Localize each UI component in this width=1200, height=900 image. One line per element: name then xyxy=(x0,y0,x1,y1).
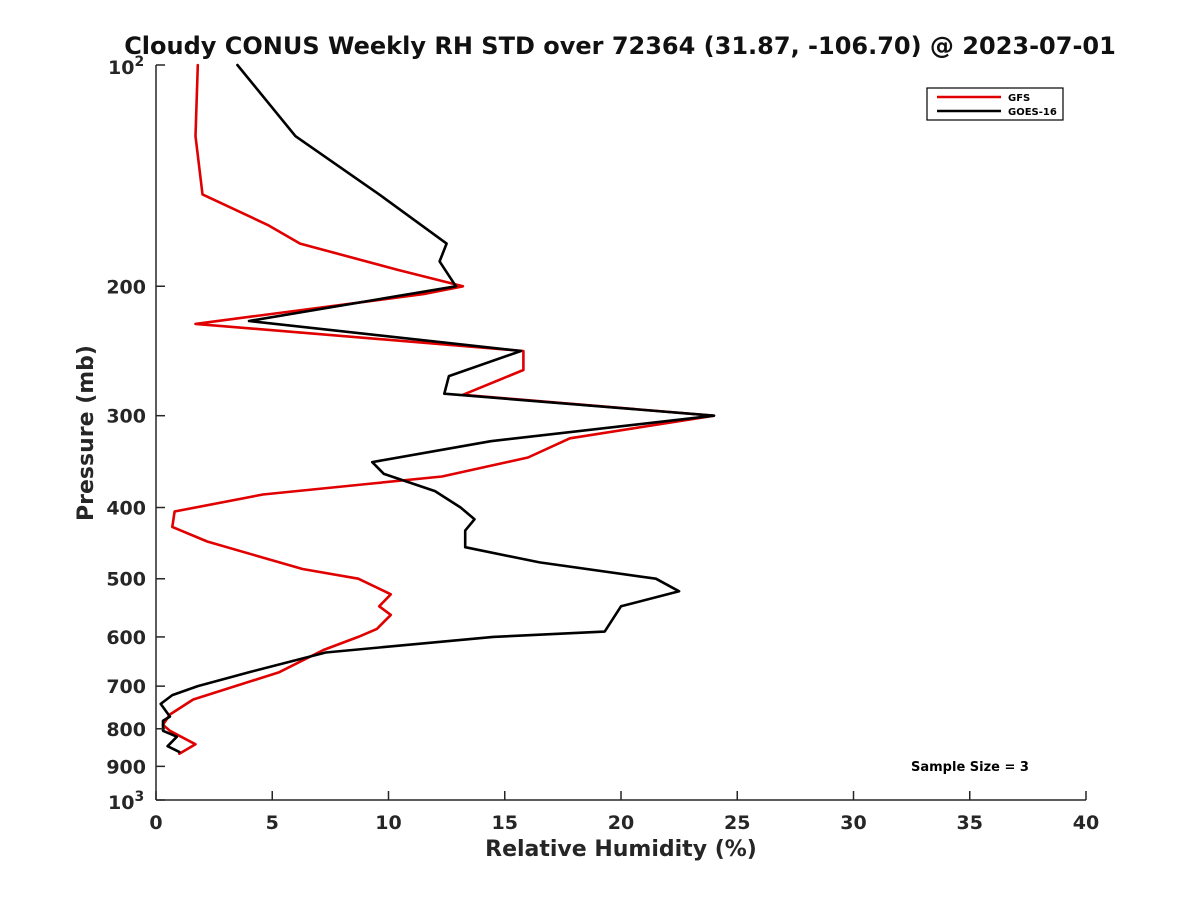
x-tick-label: 40 xyxy=(1073,812,1099,834)
y-axis-label: Pressure (mb) xyxy=(74,345,99,521)
legend-box xyxy=(926,87,1064,121)
legend: GFS GOES-16 xyxy=(926,87,1064,121)
y-tick-label: 600 xyxy=(106,627,146,649)
y-tick-label: 900 xyxy=(106,756,146,778)
y-tick-label: 300 xyxy=(106,406,146,428)
y-tick-label: 500 xyxy=(106,569,146,591)
series-line-gfs xyxy=(161,63,716,756)
series-layer xyxy=(159,63,716,756)
legend-label-goes16: GOES-16 xyxy=(1008,107,1057,118)
series-line-goes16 xyxy=(159,63,716,754)
y-tick-label: 800 xyxy=(106,719,146,741)
y-tick-label: 200 xyxy=(106,276,146,298)
y-tick-label: 700 xyxy=(106,676,146,698)
y-tick-label: 103 xyxy=(108,789,144,814)
x-tick-label: 20 xyxy=(608,812,634,834)
x-tick-label: 5 xyxy=(266,812,279,834)
x-axis-label: Relative Humidity (%) xyxy=(485,837,757,862)
x-tick-label: 15 xyxy=(492,812,518,834)
x-tick-label: 25 xyxy=(724,812,750,834)
x-tick-label: 30 xyxy=(840,812,866,834)
sample-size-annotation: Sample Size = 3 xyxy=(911,760,1029,775)
legend-label-gfs: GFS xyxy=(1008,93,1030,104)
y-tick-label: 400 xyxy=(106,498,146,520)
x-tick-label: 0 xyxy=(149,812,162,834)
chart-title: Cloudy CONUS Weekly RH STD over 72364 (3… xyxy=(124,32,1116,60)
x-tick-label: 35 xyxy=(957,812,983,834)
y-tick-label: 102 xyxy=(108,54,144,79)
ticks-layer: 0 5 10 15 20 25 30 35 40 102 200 300 400 500 600 700 800… xyxy=(106,54,1099,834)
x-tick-label: 10 xyxy=(375,812,401,834)
